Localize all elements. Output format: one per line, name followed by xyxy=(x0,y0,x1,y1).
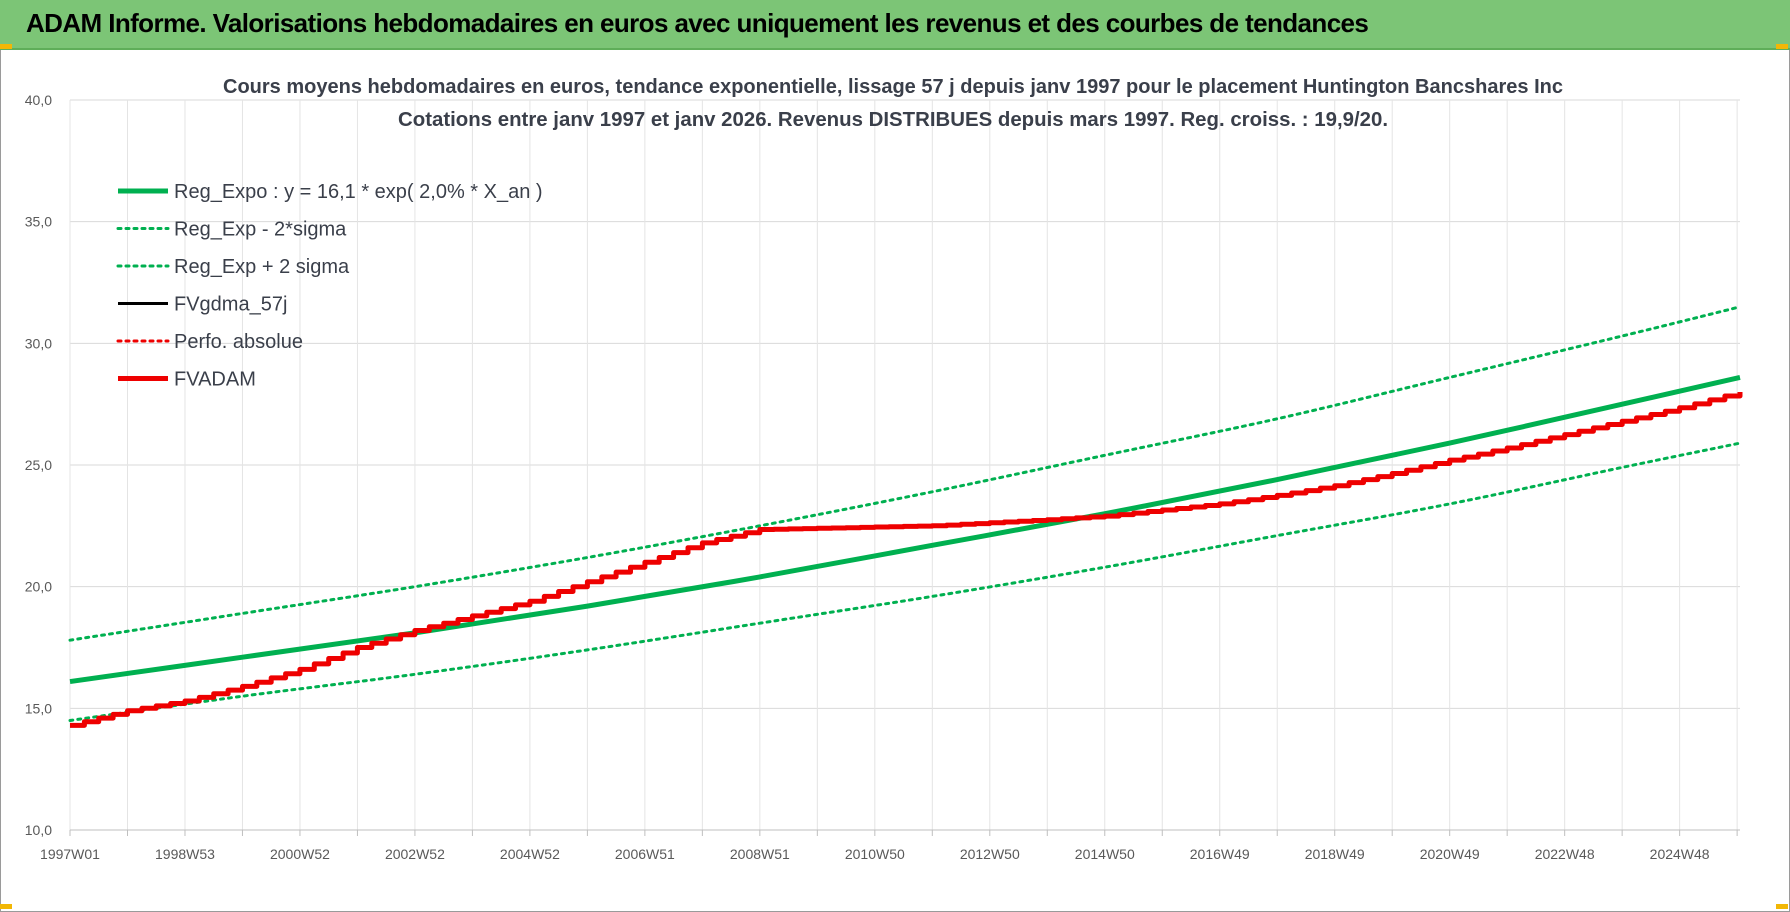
corner-marker xyxy=(0,44,12,49)
x-tick-label: 2022W48 xyxy=(1535,846,1595,862)
series-line-2 xyxy=(68,305,1742,642)
grid xyxy=(69,99,1740,831)
y-tick-label: 20,0 xyxy=(25,579,52,595)
y-tick-label: 35,0 xyxy=(25,214,52,230)
x-tick-label: 2014W50 xyxy=(1075,846,1135,862)
x-tick-label: 2006W51 xyxy=(615,846,675,862)
x-tick-label: 2004W52 xyxy=(500,846,560,862)
series-line-5 xyxy=(70,392,1743,728)
y-tick-label: 15,0 xyxy=(25,700,52,716)
corner-marker xyxy=(1776,904,1788,909)
chart-title-line-1: Cours moyens hebdomadaires en euros, ten… xyxy=(223,76,1563,98)
x-tick-label: 1998W53 xyxy=(155,846,215,862)
series-line-1 xyxy=(68,441,1742,722)
y-tick-label: 40,0 xyxy=(25,92,52,108)
x-tick-label: 2008W51 xyxy=(730,846,790,862)
x-tick-label: 2012W50 xyxy=(960,846,1020,862)
y-tick-label: 10,0 xyxy=(25,822,52,838)
report-title: ADAM Informe. Valorisations hebdomadaire… xyxy=(26,8,1369,38)
x-tick-label: 2000W52 xyxy=(270,846,330,862)
series-line-0 xyxy=(69,374,1741,685)
x-tick-label: 2010W50 xyxy=(845,846,905,862)
x-tick-label: 2018W49 xyxy=(1305,846,1365,862)
corner-marker xyxy=(0,904,12,909)
y-tick-label: 25,0 xyxy=(25,457,52,473)
x-tick-label: 1997W01 xyxy=(40,846,100,862)
x-tick-label: 2002W52 xyxy=(385,846,445,862)
legend-label: Reg_Exp + 2 sigma xyxy=(174,256,350,278)
axes: 10,0 15,0 20,0 25,0 30,0 35,0 40,0 1997W01 1998W… xyxy=(25,92,1740,862)
corner-marker xyxy=(1776,44,1788,49)
x-tick-label: 2016W49 xyxy=(1190,846,1250,862)
legend-label: Reg_Expo : y = 16,1 * exp( 2,0% * X_an ) xyxy=(174,181,543,203)
legend-label: FVADAM xyxy=(174,369,256,391)
x-tick-label: 2024W48 xyxy=(1650,846,1710,862)
legend-label: Perfo. absolue xyxy=(174,331,303,353)
legend-label: FVgdma_57j xyxy=(174,294,287,316)
report-banner: ADAM Informe. Valorisations hebdomadaire… xyxy=(0,0,1790,50)
y-tick-label: 30,0 xyxy=(25,335,52,351)
chart-title-line-2: Cotations entre janv 1997 et janv 2026. … xyxy=(398,109,1388,131)
legend: Reg_Expo : y = 16,1 * exp( 2,0% * X_an )… xyxy=(116,181,543,391)
legend-label: Reg_Exp - 2*sigma xyxy=(174,219,347,241)
series-group xyxy=(68,305,1743,728)
x-tick-label: 2020W49 xyxy=(1420,846,1480,862)
